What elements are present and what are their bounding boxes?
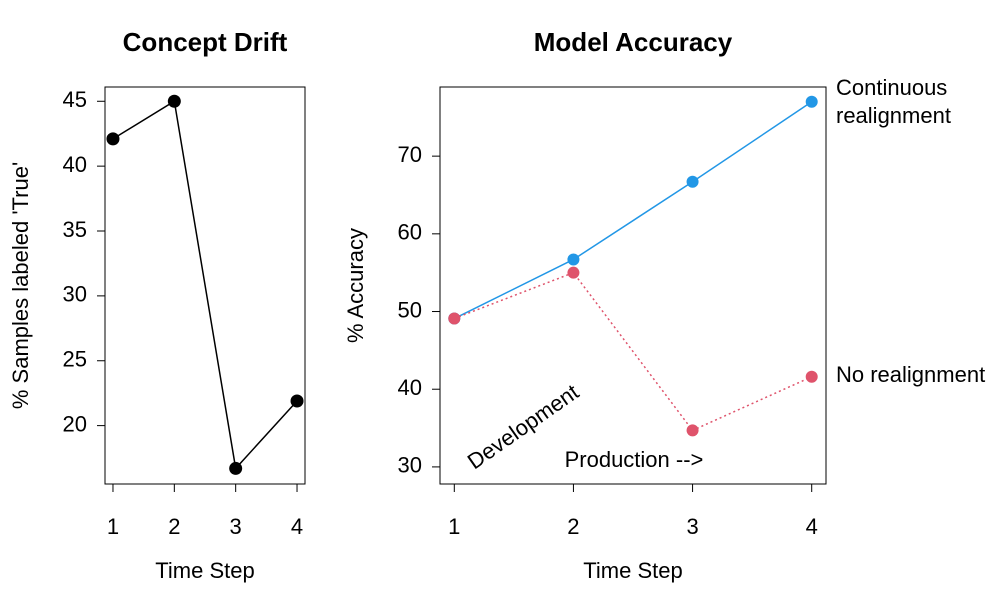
y-tick-label: 70 xyxy=(398,142,422,167)
data-point xyxy=(448,312,461,325)
data-point xyxy=(229,461,243,475)
x-tick-label: 3 xyxy=(230,514,242,539)
chart: Model Accuracy Time Step % Accuracy 1 2 3 4 30 4… xyxy=(343,27,986,583)
y-tick-label: 20 xyxy=(63,411,87,436)
series-label-text: Continuous realignment xyxy=(836,75,951,128)
y-tick-label: 30 xyxy=(63,282,87,307)
y-axis-label: % Samples labeled 'True' xyxy=(8,162,33,409)
data-line xyxy=(112,100,298,471)
data-point xyxy=(567,266,580,279)
series-label: Continuous realignment xyxy=(836,75,951,128)
x-tick-label: 4 xyxy=(806,514,818,539)
y-tick-label: 40 xyxy=(63,152,87,177)
chart-title: Concept Drift xyxy=(123,27,288,57)
data-point xyxy=(167,94,181,108)
data-point xyxy=(290,394,304,408)
x-axis-label: Time Step xyxy=(583,558,682,583)
y-tick-label: 25 xyxy=(63,347,87,372)
x-axis-label: Time Step xyxy=(155,558,254,583)
y-tick-label: 50 xyxy=(398,297,422,322)
y-tick-label: 60 xyxy=(398,220,422,245)
series-label: No realignment xyxy=(836,362,986,387)
series-label-text: No realignment xyxy=(836,362,986,387)
x-tick-label: 2 xyxy=(567,514,579,539)
x-tick-label: 3 xyxy=(686,514,698,539)
data-point xyxy=(106,132,120,146)
chart-title: Model Accuracy xyxy=(534,27,733,57)
x-tick-label: 1 xyxy=(448,514,460,539)
data-line xyxy=(454,271,813,432)
y-tick-label: 30 xyxy=(398,453,422,478)
plot-frame xyxy=(439,86,827,485)
y-tick-label: 35 xyxy=(63,217,87,242)
data-point xyxy=(805,370,818,383)
y-axis-label: % Accuracy xyxy=(343,228,368,343)
x-tick-label: 2 xyxy=(168,514,180,539)
annotation: Production --> xyxy=(565,447,704,472)
chart: Concept Drift Time Step % Samples labeled … xyxy=(8,27,306,583)
x-tick-label: 1 xyxy=(107,514,119,539)
data-point xyxy=(686,424,699,437)
y-tick-label: 40 xyxy=(398,375,422,400)
y-tick-label: 45 xyxy=(63,87,87,112)
x-tick-label: 4 xyxy=(291,514,303,539)
data-point xyxy=(805,95,818,108)
data-point xyxy=(567,253,580,266)
data-line xyxy=(453,101,813,320)
data-point xyxy=(686,175,699,188)
